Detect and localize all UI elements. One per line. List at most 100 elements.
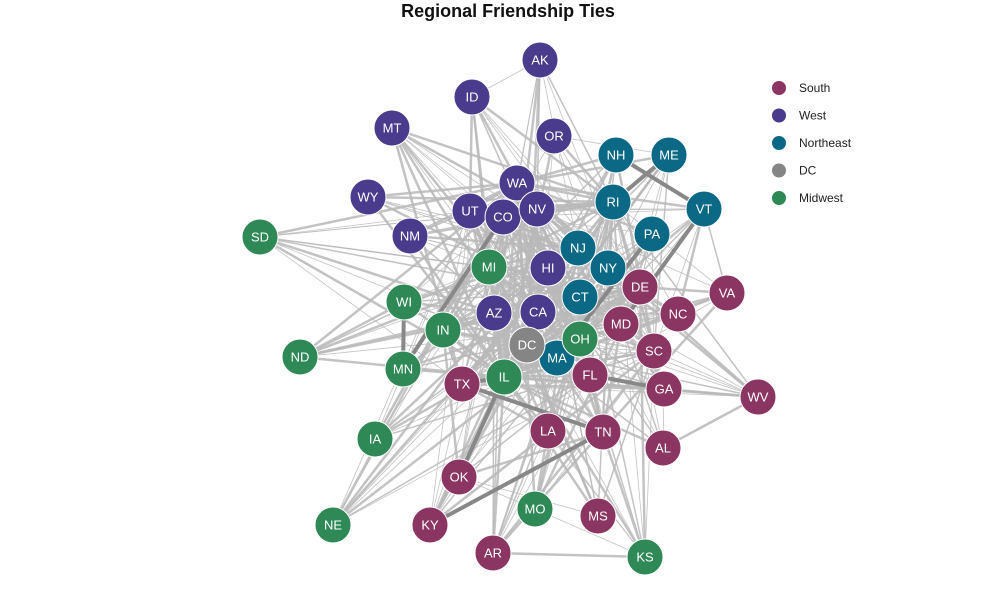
strong-edge (429, 430, 604, 527)
node (508, 326, 546, 364)
node-label: NM (400, 228, 420, 243)
node-label: OK (450, 469, 469, 484)
legend-swatch (772, 163, 786, 178)
node-label: ME (659, 147, 679, 162)
edge (539, 59, 614, 203)
node-label: TN (594, 424, 611, 439)
node (594, 183, 632, 221)
edge (374, 210, 471, 440)
node-label: KS (636, 549, 654, 564)
node-label: KY (421, 517, 439, 532)
node-label: RI (607, 194, 620, 209)
edge (579, 338, 759, 398)
edge (259, 181, 518, 239)
node (373, 109, 411, 147)
node-label: MS (588, 508, 608, 523)
node (529, 412, 567, 450)
node-label: AZ (486, 305, 503, 320)
legend-label: DC (799, 164, 817, 178)
legend-swatch (772, 191, 786, 205)
node-label: SC (645, 343, 663, 358)
node-label: LA (540, 423, 556, 438)
edge (492, 312, 495, 554)
edge (299, 300, 405, 359)
edge (391, 126, 614, 204)
edge (458, 374, 591, 478)
node-label: WV (748, 389, 769, 404)
node (453, 78, 491, 116)
node (645, 370, 683, 408)
edge (488, 200, 614, 269)
edge (516, 153, 670, 185)
node-label: MN (393, 361, 413, 376)
node (579, 497, 617, 535)
node (529, 249, 567, 287)
node-label: MA (547, 350, 567, 365)
node-label: GA (655, 381, 674, 396)
node-label: UT (461, 203, 478, 218)
node-label: CO (493, 209, 513, 224)
title: Regional Friendship Ties (401, 1, 615, 21)
edge (547, 267, 599, 517)
edge (442, 154, 617, 331)
node (391, 217, 429, 255)
node (440, 458, 478, 496)
edge (597, 350, 655, 517)
edge (653, 208, 705, 352)
node-label: SD (251, 229, 269, 244)
node (559, 229, 597, 267)
node (411, 506, 449, 544)
node-label: WA (507, 175, 528, 190)
edge (409, 234, 579, 250)
node (241, 218, 279, 256)
node-label: TX (454, 376, 471, 391)
node (521, 41, 559, 79)
strong-edge (401, 215, 505, 371)
edge (299, 311, 495, 359)
node (281, 338, 319, 376)
node-label: NV (528, 201, 546, 216)
node-label: CA (529, 304, 547, 319)
node (475, 294, 513, 332)
node-label: MD (611, 316, 631, 331)
node-label: AL (655, 440, 671, 455)
edge (259, 236, 581, 298)
node (535, 117, 573, 155)
node-label: DC (518, 337, 537, 352)
node (633, 215, 671, 253)
node-label: VA (719, 285, 736, 300)
edge (259, 235, 505, 379)
node (739, 378, 777, 416)
node-label: ND (291, 349, 310, 364)
node-label: NE (324, 517, 342, 532)
node-label: OR (544, 128, 564, 143)
edge (491, 376, 506, 554)
legend: South West Northeast DC Midwest (772, 81, 852, 205)
node-label: PA (644, 226, 661, 241)
legend-label: South (799, 81, 830, 95)
edge (259, 236, 490, 268)
node (349, 178, 387, 216)
node-label: MI (482, 259, 496, 274)
legend-label: Midwest (799, 191, 844, 205)
nodes: FL TX GA NC VA MD DE SC AL TN LA OK KY AR MS WV AK ID MT OR… (241, 41, 777, 576)
edge (526, 344, 646, 558)
node-label: WI (396, 294, 412, 309)
node (518, 190, 556, 228)
node-label: CT (571, 289, 588, 304)
edge (502, 216, 528, 346)
node (708, 274, 746, 312)
node (470, 248, 508, 286)
edge (503, 375, 664, 450)
node (384, 350, 422, 388)
node-label: IL (499, 369, 510, 384)
edge (534, 508, 646, 558)
legend-swatch (772, 136, 786, 150)
node-label: AK (531, 52, 549, 67)
edge (547, 154, 617, 269)
edge (612, 201, 728, 294)
node-label: FL (582, 367, 597, 382)
node (584, 413, 622, 451)
node-label: NJ (570, 240, 586, 255)
node (443, 365, 481, 403)
